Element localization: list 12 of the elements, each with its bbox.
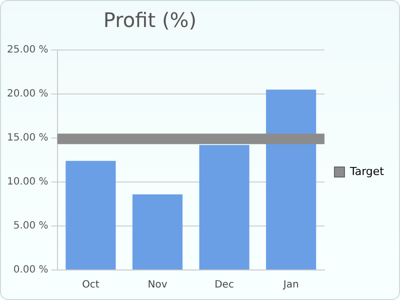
y-tick-label: 25.00 % xyxy=(6,44,48,56)
y-tick-label: 5.00 % xyxy=(13,220,48,232)
x-tick-label: Oct xyxy=(82,280,100,291)
x-tick-label: Nov xyxy=(148,280,168,291)
y-tick-label: 20.00 % xyxy=(6,88,48,100)
y-tick-label: 10.00 % xyxy=(6,176,48,188)
chart-title: Profit (%) xyxy=(102,8,198,32)
x-tick-label: Dec xyxy=(214,280,234,291)
x-tick-label: Jan xyxy=(282,280,299,291)
y-tick-label: 15.00 % xyxy=(6,132,48,144)
y-tick-label: 0.00 % xyxy=(13,264,48,276)
legend-label: Target xyxy=(348,164,385,178)
